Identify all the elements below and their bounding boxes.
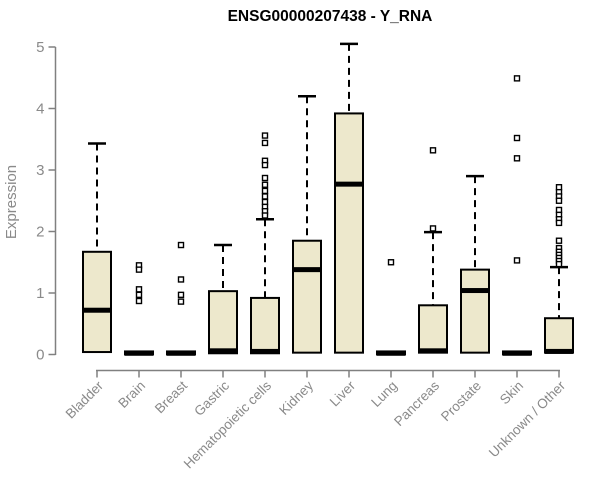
outlier-point <box>261 181 269 188</box>
median-line <box>293 267 321 273</box>
y-axis-label: Expression <box>3 165 20 239</box>
iqr-box <box>544 317 574 354</box>
outlier-point <box>429 147 437 154</box>
outlier-point <box>513 155 521 162</box>
outlier-point <box>513 134 521 142</box>
y-tick-label: 1 <box>36 285 44 302</box>
box-prostate <box>460 174 490 354</box>
x-tick-label-lung: Lung <box>368 378 400 410</box>
x-tick-label-gastric: Gastric <box>191 378 232 419</box>
outlier-point <box>555 197 563 204</box>
x-tick-label-breast: Breast <box>152 378 190 416</box>
outlier-point <box>555 237 563 244</box>
outlier-point <box>177 276 185 283</box>
box-hematopoietic-cells <box>250 132 280 355</box>
outlier-point <box>387 259 395 266</box>
box-bladder <box>82 142 112 354</box>
box-gastric <box>208 243 238 355</box>
outlier-point <box>261 174 269 182</box>
outlier-point <box>261 132 269 139</box>
outlier-point <box>429 225 437 232</box>
outlier-point <box>555 260 563 268</box>
outlier-point <box>177 291 185 299</box>
box-unknown-other <box>544 184 574 354</box>
outlier-point <box>513 75 521 82</box>
y-axis: 0 1 2 3 4 5 <box>36 39 57 364</box>
median-line <box>419 348 447 354</box>
box-skin <box>502 75 532 356</box>
x-tick-label-bladder: Bladder <box>63 378 107 422</box>
outlier-point <box>135 297 143 305</box>
y-tick-label: 2 <box>36 224 44 241</box>
iqr-box <box>292 239 322 354</box>
median-line <box>209 348 237 354</box>
x-tick-label-prostate: Prostate <box>438 378 484 424</box>
median-line <box>545 348 573 354</box>
x-tick-label-brain: Brain <box>115 378 148 411</box>
outlier-point <box>261 212 269 219</box>
box-kidney <box>292 94 322 354</box>
iqr-box <box>460 268 490 354</box>
median-line <box>461 288 489 294</box>
y-tick-label: 3 <box>36 162 44 179</box>
outlier-point <box>177 241 185 249</box>
iqr-box <box>334 112 364 354</box>
chart-title: ENSG00000207438 - Y_RNA <box>228 8 433 25</box>
box-breast <box>166 241 196 356</box>
iqr-box <box>250 296 280 355</box>
iqr-box <box>418 304 448 354</box>
box-lung <box>376 259 406 356</box>
plot-area <box>82 42 574 356</box>
outlier-point <box>261 187 269 195</box>
median-line <box>83 307 111 313</box>
outlier-point <box>135 286 143 293</box>
median-line <box>335 181 363 187</box>
iqr-box <box>82 250 112 354</box>
x-tick-label-pancreas: Pancreas <box>391 378 442 429</box>
outlier-point <box>135 291 143 299</box>
x-tick-label-unknown-other: Unknown / Other <box>486 378 569 461</box>
box-pancreas <box>418 147 448 354</box>
outlier-point <box>261 161 269 169</box>
y-tick-label: 4 <box>36 101 44 118</box>
outlier-point <box>261 193 269 200</box>
y-tick-label: 5 <box>36 39 44 56</box>
x-tick-label-kidney: Kidney <box>276 378 316 418</box>
median-line <box>503 350 531 356</box>
median-line <box>377 350 405 356</box>
iqr-box <box>208 290 238 355</box>
outlier-point <box>177 298 185 305</box>
outlier-point <box>555 219 563 227</box>
x-tick-label-skin: Skin <box>497 378 526 407</box>
box-brain <box>124 262 154 356</box>
median-line <box>251 348 279 354</box>
outlier-point <box>261 139 269 147</box>
median-line <box>125 350 153 356</box>
outlier-point <box>135 266 143 273</box>
x-tick-label-liver: Liver <box>327 378 359 410</box>
box-liver <box>334 42 364 354</box>
y-tick-label: 0 <box>36 347 44 364</box>
outlier-point <box>513 257 521 264</box>
median-line <box>167 350 195 356</box>
